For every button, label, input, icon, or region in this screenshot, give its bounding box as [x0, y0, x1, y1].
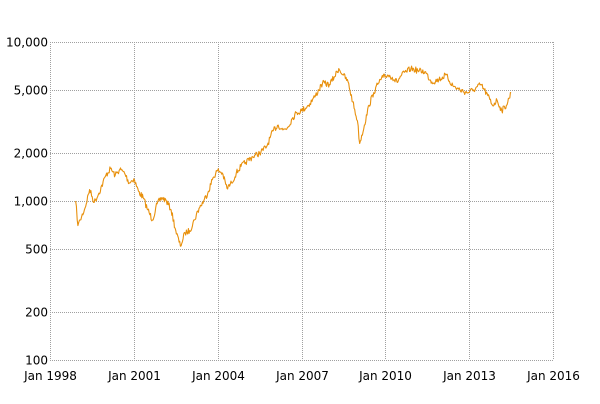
grid-y: [50, 42, 553, 361]
y-tick-label: 10,000: [6, 36, 48, 50]
x-tick-label: Jan 2004: [191, 369, 245, 383]
y-tick-label: 2,000: [14, 147, 48, 161]
x-tick-label: Jan 2010: [358, 369, 412, 383]
x-tick-labels: Jan 1998 Jan 2001 Jan 2004 Jan 2007 Jan 2010…: [23, 369, 580, 383]
series-layer: [75, 65, 512, 247]
x-tick-label: Jan 2016: [526, 369, 580, 383]
y-tick-label: 1,000: [14, 195, 48, 209]
grid-x: [50, 42, 554, 360]
y-tick-label: 5,000: [14, 84, 48, 98]
x-tick-label: Jan 2007: [275, 369, 329, 383]
y-tick-label: 100: [25, 354, 48, 368]
y-tick-label: 200: [25, 306, 48, 320]
x-tick-label: Jan 2001: [107, 369, 161, 383]
y-tick-labels: 100 200 500 1,000 2,000 5,000 10,000: [6, 36, 48, 368]
x-tick-label: Jan 2013: [442, 369, 496, 383]
y-tick-label: 500: [25, 243, 48, 257]
series-line: [75, 65, 512, 247]
x-tick-label: Jan 1998: [23, 369, 77, 383]
